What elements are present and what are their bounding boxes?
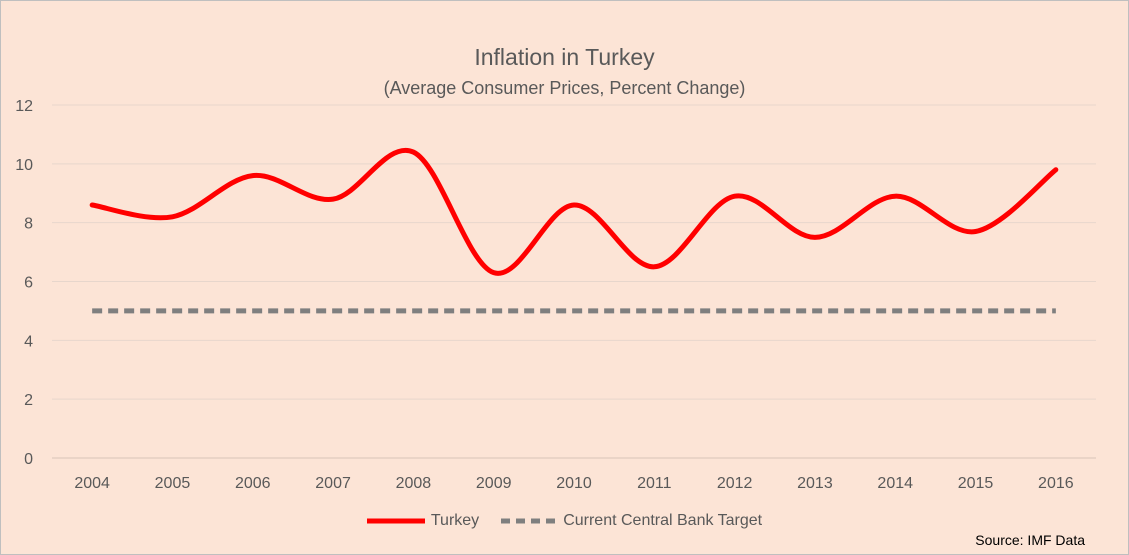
x-tick-label-2013: 2013 bbox=[797, 475, 833, 492]
legend-swatch-turkey bbox=[366, 518, 425, 524]
x-tick-label-2016: 2016 bbox=[1038, 475, 1074, 492]
x-tick-label-2012: 2012 bbox=[717, 475, 753, 492]
x-tick-label-2004: 2004 bbox=[74, 475, 110, 492]
legend-item-turkey: Turkey bbox=[366, 512, 480, 530]
y-tick-label-0: 0 bbox=[24, 451, 33, 468]
x-tick-label-2005: 2005 bbox=[155, 475, 191, 492]
y-tick-label-10: 10 bbox=[15, 157, 33, 174]
chart-title: Inflation in Turkey bbox=[474, 44, 655, 70]
legend-label-target: Current Central Bank Target bbox=[563, 512, 763, 529]
source-note: Source: IMF Data bbox=[975, 532, 1085, 548]
x-tick-label-2010: 2010 bbox=[556, 475, 592, 492]
x-tick-label-2008: 2008 bbox=[396, 475, 432, 492]
x-tick-label-2011: 2011 bbox=[637, 475, 672, 492]
x-tick-label-2006: 2006 bbox=[235, 475, 271, 492]
x-tick-label-2015: 2015 bbox=[958, 475, 994, 492]
legend-swatch-target bbox=[501, 518, 558, 524]
chart-subtitle: (Average Consumer Prices, Percent Change… bbox=[383, 78, 746, 98]
y-tick-label-2: 2 bbox=[24, 392, 33, 409]
legend-label-turkey: Turkey bbox=[430, 512, 480, 529]
x-tick-label-2007: 2007 bbox=[315, 475, 351, 492]
legend: Turkey Current Central Bank Target bbox=[0, 512, 1129, 530]
x-tick-label-2009: 2009 bbox=[476, 475, 512, 492]
x-tick-label-2014: 2014 bbox=[877, 475, 913, 492]
y-tick-label-8: 8 bbox=[24, 216, 33, 233]
y-tick-label-4: 4 bbox=[24, 333, 33, 350]
legend-item-target: Current Central Bank Target bbox=[499, 512, 762, 530]
y-tick-label-12: 12 bbox=[15, 98, 33, 115]
y-tick-label-6: 6 bbox=[24, 275, 33, 292]
series-line-turkey bbox=[89, 147, 1059, 276]
